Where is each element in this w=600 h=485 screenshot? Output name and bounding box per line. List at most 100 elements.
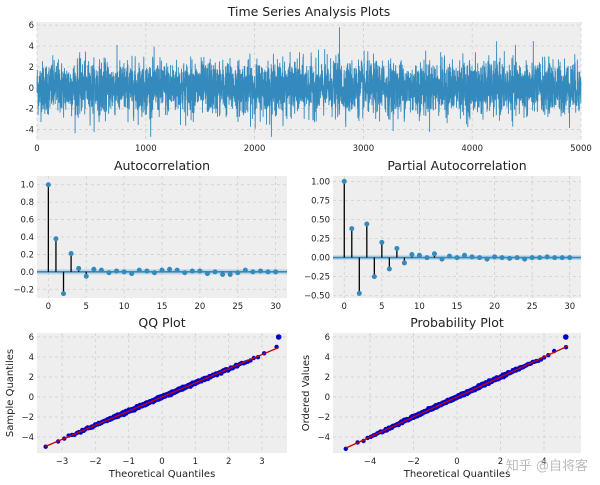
pacf-marker	[379, 239, 385, 245]
time-series-ytick-label: 4	[29, 42, 34, 52]
acf-panel: 0 5 10 15 20 25 30 −0.2 0.0 0.2 0.4 0.6 0.8 1.0 Autoco…	[13, 158, 287, 312]
qq-ytick-label: 0	[29, 393, 34, 403]
prob-panel: −4 −2 0 2 4 −4 −2 0 2 4 6 Probability Plot Theoretic…	[301, 315, 581, 480]
time-series-ytick-label: -2	[26, 105, 34, 115]
acf-xtick-label: 25	[232, 302, 243, 312]
pacf-marker	[386, 266, 392, 272]
pacf-marker	[424, 255, 430, 261]
qq-xtick-label: −1	[122, 457, 135, 467]
acf-marker	[250, 269, 256, 275]
pacf-marker	[356, 290, 362, 296]
pacf-ytick-label: −0.50	[304, 292, 330, 302]
prob-outlier-point	[562, 334, 569, 340]
acf-marker	[265, 269, 271, 275]
time-series-xtick-label: 4000	[461, 144, 483, 154]
acf-marker	[83, 273, 89, 279]
acf-marker	[76, 265, 82, 271]
pacf-marker	[552, 255, 558, 261]
acf-ytick-label: 0.0	[20, 268, 34, 278]
qq-ytick-label: 4	[29, 353, 34, 363]
qq-xtick-label: 2	[226, 457, 231, 467]
acf-xtick-label: 15	[157, 302, 168, 312]
acf-marker	[212, 269, 218, 275]
acf-marker	[114, 268, 120, 274]
time-series-line	[36, 27, 582, 137]
time-series-panel: 0 1000 2000 3000 4000 5000 -4 -2 0 2 4 6 Time Series…	[26, 4, 592, 154]
acf-marker	[273, 269, 279, 275]
acf-ytick-label: 0.6	[20, 216, 34, 226]
pacf-marker	[341, 178, 347, 184]
prob-ytick-label: −4	[317, 433, 330, 443]
pacf-marker	[401, 260, 407, 266]
acf-marker	[220, 271, 226, 277]
pacf-ytick-label: 1.00	[311, 177, 330, 187]
prob-ytick-label: 4	[325, 353, 330, 363]
acf-xtick-label: 10	[119, 302, 130, 312]
pacf-marker	[462, 252, 468, 258]
acf-marker	[182, 270, 188, 276]
acf-marker	[242, 267, 248, 273]
pacf-marker	[484, 256, 490, 262]
acf-ytick-label: −0.2	[13, 285, 34, 295]
qq-reference-line	[45, 346, 279, 448]
qq-ytick-label: −4	[21, 433, 34, 443]
prob-reference-line	[345, 345, 569, 449]
pacf-marker	[559, 255, 565, 261]
pacf-marker	[477, 255, 483, 261]
qq-panel: −3 −2 −1 0 1 2 3 −4 −2 0 2 4 6 QQ Plot Theoretical Qua…	[5, 315, 287, 480]
acf-ytick-label: 0.4	[20, 233, 34, 243]
acf-marker	[98, 267, 104, 273]
qq-xtick-label: −2	[89, 457, 102, 467]
acf-title: Autocorrelation	[114, 158, 210, 173]
pacf-marker	[529, 255, 535, 261]
qq-xtick-label: 1	[193, 457, 198, 467]
pacf-title: Partial Autocorrelation	[387, 158, 526, 173]
time-series-ytick-label: -4	[26, 126, 34, 136]
acf-marker	[61, 291, 67, 297]
qq-ylabel: Sample Quantiles	[5, 349, 16, 437]
acf-marker	[257, 268, 263, 274]
prob-xtick-label: −4	[364, 457, 377, 467]
prob-xtick-label: 0	[454, 457, 459, 467]
qq-ytick-label: 6	[29, 333, 34, 343]
pacf-xtick-label: 10	[414, 302, 425, 312]
acf-marker	[159, 267, 165, 273]
acf-xtick-label: 5	[84, 302, 89, 312]
acf-marker	[121, 269, 127, 275]
acf-ytick-label: 0.2	[20, 250, 34, 260]
pacf-marker	[409, 252, 415, 258]
acf-marker	[189, 268, 195, 274]
pacf-ytick-label: 0.75	[311, 196, 330, 206]
pacf-marker	[446, 253, 452, 259]
acf-marker	[91, 266, 97, 272]
pacf-ytick-label: 0.50	[311, 215, 330, 225]
qq-ytick-label: −2	[21, 413, 34, 423]
pacf-marker	[499, 255, 505, 261]
acf-marker	[136, 267, 142, 273]
pacf-xtick-label: 0	[342, 302, 347, 312]
pacf-marker	[394, 245, 400, 251]
pacf-marker	[507, 255, 513, 261]
pacf-marker	[469, 254, 475, 260]
acf-marker	[53, 236, 59, 242]
watermark: 知乎 @自将客	[506, 458, 588, 474]
pacf-marker	[439, 256, 445, 262]
time-series-title: Time Series Analysis Plots	[227, 4, 391, 19]
pacf-panel: 0 5 10 15 20 25 30 −0.50 −0.25 0.00 0.25 0.50 0.75 1.…	[304, 158, 581, 312]
pacf-marker	[416, 252, 422, 258]
time-series-xtick-label: 1000	[135, 144, 157, 154]
acf-marker	[235, 270, 241, 276]
acf-ytick-label: 1.0	[20, 181, 34, 191]
acf-xtick-label: 20	[194, 302, 205, 312]
pacf-marker	[371, 274, 377, 280]
qq-xtick-label: 3	[259, 457, 264, 467]
prob-ytick-label: 2	[325, 373, 330, 383]
acf-marker	[174, 267, 180, 273]
pacf-marker	[431, 251, 437, 257]
prob-ytick-label: 6	[325, 333, 330, 343]
acf-marker	[204, 271, 210, 277]
prob-xlabel: Theoretical Quantiles	[403, 469, 511, 480]
pacf-xtick-label: 5	[379, 302, 384, 312]
pacf-xtick-label: 25	[527, 302, 538, 312]
pacf-marker	[544, 254, 550, 260]
